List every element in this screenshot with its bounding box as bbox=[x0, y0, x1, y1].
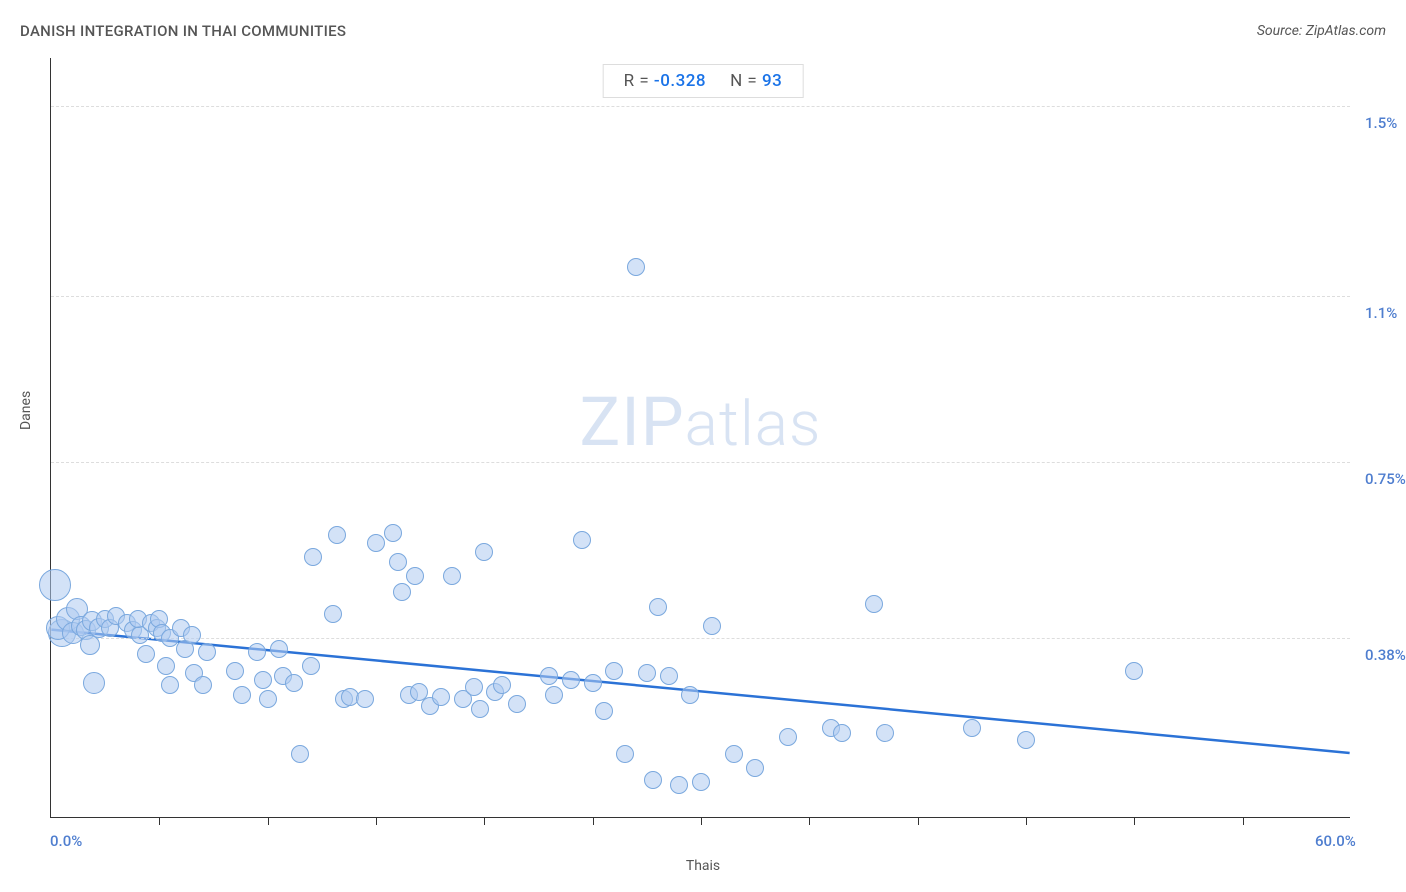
x-tick-label: 60.0% bbox=[1315, 832, 1356, 850]
scatter-point bbox=[584, 674, 602, 692]
scatter-point bbox=[443, 567, 461, 585]
scatter-point bbox=[393, 583, 411, 601]
scatter-point bbox=[746, 759, 764, 777]
x-tick bbox=[1243, 817, 1244, 825]
scatter-point bbox=[432, 688, 450, 706]
x-tick bbox=[268, 817, 269, 825]
scatter-point bbox=[638, 664, 656, 682]
r-label: R = bbox=[624, 71, 650, 91]
scatter-point bbox=[328, 526, 346, 544]
scatter-point bbox=[833, 724, 851, 742]
watermark-atlas: atlas bbox=[685, 388, 822, 461]
y-tick-label: 0.75% bbox=[1365, 470, 1406, 488]
stats-box: R = -0.328 N = 93 bbox=[603, 64, 804, 98]
regression-line bbox=[51, 58, 1350, 817]
scatter-point bbox=[389, 553, 407, 571]
x-tick bbox=[809, 817, 810, 825]
scatter-point bbox=[573, 531, 591, 549]
scatter-point bbox=[692, 773, 710, 791]
x-tick bbox=[1026, 817, 1027, 825]
scatter-point bbox=[285, 674, 303, 692]
scatter-point bbox=[161, 676, 179, 694]
scatter-point bbox=[779, 728, 797, 746]
x-tick bbox=[159, 817, 160, 825]
scatter-point bbox=[681, 686, 699, 704]
x-tick bbox=[376, 817, 377, 825]
scatter-point bbox=[1017, 731, 1035, 749]
x-tick bbox=[918, 817, 919, 825]
scatter-point bbox=[39, 569, 71, 601]
n-stat: N = 93 bbox=[730, 71, 782, 91]
scatter-point bbox=[406, 567, 424, 585]
grid-line bbox=[51, 638, 1350, 639]
chart-title: DANISH INTEGRATION IN THAI COMMUNITIES bbox=[20, 22, 346, 40]
scatter-point bbox=[259, 690, 277, 708]
scatter-point bbox=[248, 643, 266, 661]
scatter-point bbox=[644, 771, 662, 789]
scatter-point bbox=[865, 595, 883, 613]
scatter-point bbox=[595, 702, 613, 720]
scatter-point bbox=[198, 643, 216, 661]
scatter-point bbox=[83, 672, 105, 694]
y-tick-label: 1.5% bbox=[1365, 114, 1397, 132]
scatter-point bbox=[627, 258, 645, 276]
scatter-point bbox=[356, 690, 374, 708]
scatter-point bbox=[465, 678, 483, 696]
grid-line bbox=[51, 296, 1350, 297]
scatter-point bbox=[605, 662, 623, 680]
grid-line bbox=[51, 106, 1350, 107]
scatter-point bbox=[475, 543, 493, 561]
scatter-plot: ZIPatlas bbox=[50, 58, 1350, 818]
scatter-point bbox=[1125, 662, 1143, 680]
scatter-point bbox=[545, 686, 563, 704]
scatter-point bbox=[493, 676, 511, 694]
x-axis-label: Thais bbox=[686, 858, 720, 874]
scatter-point bbox=[302, 657, 320, 675]
y-tick-label: 1.1% bbox=[1365, 304, 1397, 322]
scatter-point bbox=[963, 719, 981, 737]
n-value: 93 bbox=[762, 71, 782, 91]
scatter-point bbox=[367, 534, 385, 552]
scatter-point bbox=[471, 700, 489, 718]
x-tick bbox=[701, 817, 702, 825]
source-label: Source: ZipAtlas.com bbox=[1257, 23, 1386, 39]
scatter-point bbox=[291, 745, 309, 763]
scatter-point bbox=[725, 745, 743, 763]
scatter-point bbox=[304, 548, 322, 566]
scatter-point bbox=[384, 524, 402, 542]
r-value: -0.328 bbox=[654, 71, 706, 91]
scatter-point bbox=[157, 657, 175, 675]
y-tick-label: 0.38% bbox=[1365, 646, 1406, 664]
watermark-zip: ZIP bbox=[580, 382, 685, 462]
scatter-point bbox=[270, 640, 288, 658]
x-tick bbox=[593, 817, 594, 825]
scatter-point bbox=[254, 671, 272, 689]
x-tick-label: 0.0% bbox=[50, 832, 82, 850]
scatter-point bbox=[703, 617, 721, 635]
grid-line bbox=[51, 462, 1350, 463]
watermark: ZIPatlas bbox=[580, 382, 822, 462]
scatter-point bbox=[670, 776, 688, 794]
scatter-point bbox=[324, 605, 342, 623]
scatter-point bbox=[660, 667, 678, 685]
x-tick bbox=[484, 817, 485, 825]
scatter-point bbox=[616, 745, 634, 763]
scatter-point bbox=[876, 724, 894, 742]
scatter-point bbox=[562, 671, 580, 689]
scatter-point bbox=[183, 626, 201, 644]
r-stat: R = -0.328 bbox=[624, 71, 706, 91]
scatter-point bbox=[226, 662, 244, 680]
n-label: N = bbox=[730, 71, 757, 91]
scatter-point bbox=[508, 695, 526, 713]
scatter-point bbox=[233, 686, 251, 704]
scatter-point bbox=[137, 645, 155, 663]
y-axis-label: Danes bbox=[18, 391, 34, 430]
scatter-point bbox=[194, 676, 212, 694]
scatter-point bbox=[649, 598, 667, 616]
x-tick bbox=[1134, 817, 1135, 825]
scatter-point bbox=[540, 667, 558, 685]
